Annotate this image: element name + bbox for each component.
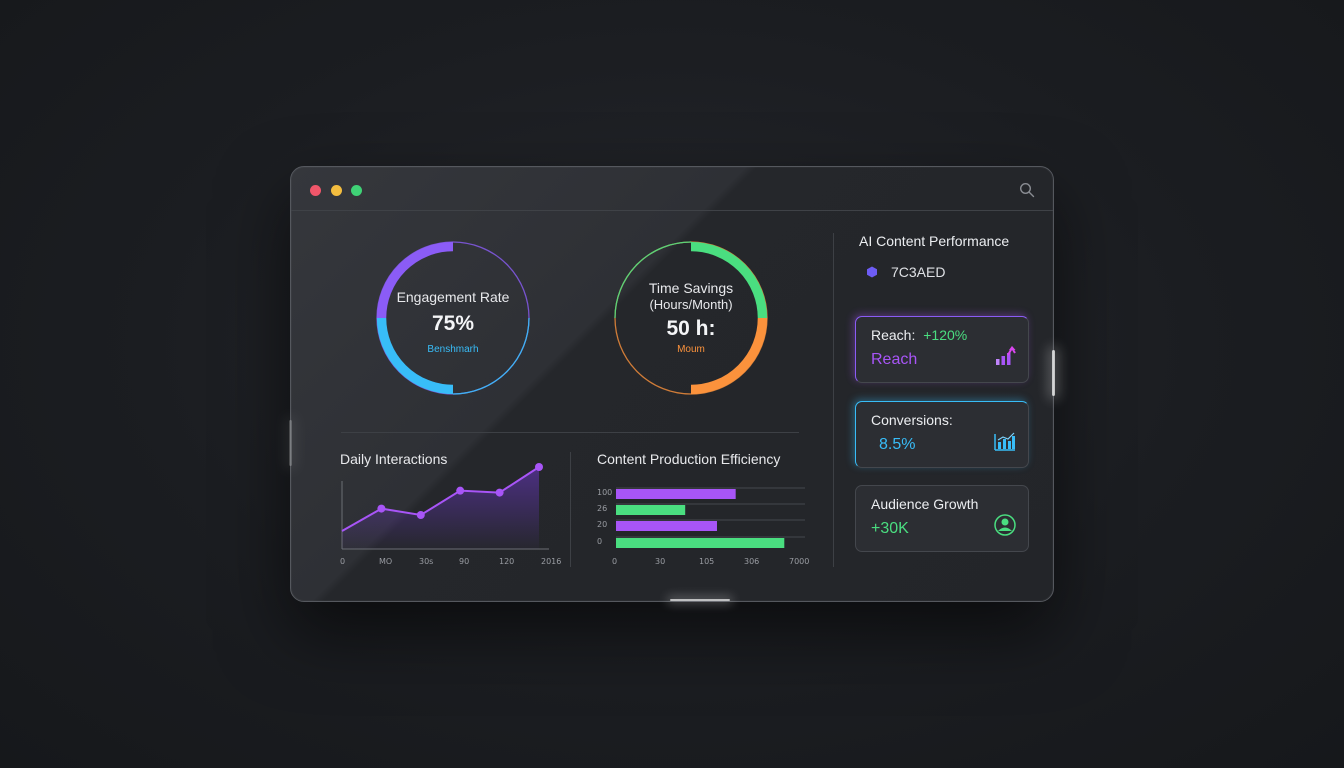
reach-label: Reach: [871, 327, 916, 343]
y-tick-label: 26 [597, 504, 608, 513]
engagement-value: 75% [431, 312, 475, 335]
engagement-gauge: Engagement Rate 75% Benshmarh [371, 236, 535, 400]
x-tick-label: 90 [459, 557, 470, 566]
reach-card[interactable]: Reach: +120% Reach [855, 316, 1029, 383]
line-point [535, 463, 543, 471]
dashboard-window: Engagement Rate 75% Benshmarh Time Savin… [290, 166, 1054, 602]
color-label: 7C3AED [891, 264, 946, 280]
daily-interactions-chart [341, 463, 549, 550]
bar-chart-icon [994, 432, 1015, 451]
x-tick-label: 120 [499, 557, 515, 566]
bottom-edge-glow [670, 599, 730, 601]
audience-growth-label: Audience Growth [871, 496, 979, 512]
right-edge-glow [1052, 350, 1055, 396]
x-tick-label: 306 [744, 557, 760, 566]
sidebar-divider [833, 233, 834, 567]
engagement-sub: Benshmarh [427, 344, 479, 355]
line-point [416, 511, 425, 519]
efficiency-bar [616, 538, 785, 548]
search-icon[interactable] [1019, 182, 1035, 198]
time-savings-gauge: Time Savings (Hours/Month) 50 h: Moum [609, 236, 773, 400]
engagement-ring [376, 241, 530, 395]
title-bar [291, 167, 1053, 211]
efficiency-bar [616, 521, 717, 531]
conversions-value: 8.5% [879, 436, 916, 453]
section-divider [341, 432, 799, 433]
time-savings-title: Time Savings [648, 280, 734, 296]
audience-growth-card[interactable]: Audience Growth +30K [855, 485, 1029, 552]
line-point [456, 486, 465, 495]
line-point [495, 488, 504, 497]
conversions-label: Conversions: [871, 412, 953, 428]
y-tick-label: 0 [597, 537, 603, 546]
time-savings-value: 50 h: [666, 317, 716, 340]
close-button[interactable] [310, 185, 321, 196]
left-edge-glow [289, 420, 292, 466]
x-tick-label: 30s [419, 557, 434, 566]
x-tick-label: 105 [699, 557, 715, 566]
sidebar-title: AI Content Performance [859, 233, 1010, 249]
y-tick-label: 100 [597, 488, 613, 497]
x-tick-label: 2016 [541, 557, 562, 566]
x-tick-label: 0 [612, 557, 618, 566]
x-tick-label: 30 [655, 557, 666, 566]
x-tick-label: 0 [340, 557, 346, 566]
efficiency-title: Content Production Efficiency [597, 451, 781, 467]
time-savings-ring [614, 241, 768, 395]
line-point [377, 504, 386, 513]
reach-value: Reach [871, 351, 918, 368]
minimize-button[interactable] [331, 185, 342, 196]
efficiency-bar [616, 505, 686, 515]
reach-change: +120% [923, 327, 968, 343]
user-group-icon [994, 514, 1016, 536]
efficiency-bar [616, 489, 736, 499]
time-savings-sub: Moum [677, 344, 705, 355]
engagement-title: Engagement Rate [396, 289, 510, 305]
trending-up-icon [996, 346, 1016, 365]
time-savings-subtitle: (Hours/Month) [649, 297, 733, 312]
x-tick-label: 7000 [789, 557, 810, 566]
efficiency-chart [616, 487, 805, 548]
reach-label-row: Reach: +120% [871, 327, 967, 343]
maximize-button[interactable] [351, 185, 362, 196]
hexagon-icon [867, 266, 877, 278]
chart-divider [570, 452, 571, 567]
line-area [342, 467, 539, 549]
audience-growth-value: +30K [871, 520, 909, 537]
y-tick-label: 20 [597, 520, 608, 529]
conversions-card[interactable]: Conversions: 8.5% [855, 401, 1029, 468]
line-series [341, 466, 540, 532]
daily-interactions-title: Daily Interactions [340, 451, 448, 467]
x-tick-label: MO [379, 557, 393, 566]
